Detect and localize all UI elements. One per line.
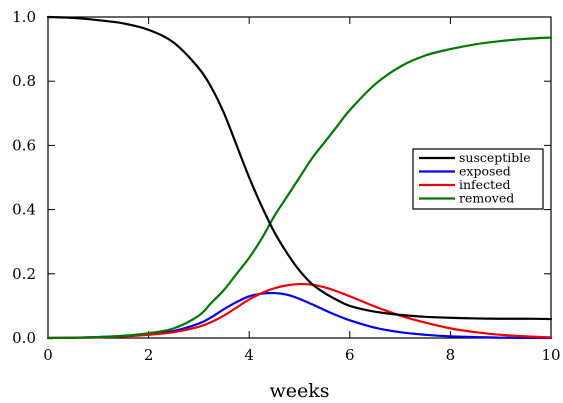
- y-tick-label: 0.2: [12, 265, 36, 283]
- x-tick-label: 10: [541, 346, 560, 364]
- x-tick-label: 6: [345, 346, 355, 364]
- legend-label-removed: removed: [459, 191, 514, 206]
- x-axis-title: weeks: [269, 380, 329, 402]
- x-tick-label: 2: [144, 346, 154, 364]
- y-tick-label: 0.0: [12, 329, 36, 347]
- y-tick-label: 0.4: [12, 201, 36, 219]
- y-tick-label: 0.6: [12, 136, 36, 154]
- y-tick-label: 1.0: [12, 8, 36, 26]
- y-tick-label: 0.8: [12, 72, 36, 90]
- x-tick-label: 8: [446, 346, 456, 364]
- x-tick-label: 0: [43, 346, 53, 364]
- series-line-infected: [48, 284, 551, 338]
- x-tick-label: 4: [244, 346, 254, 364]
